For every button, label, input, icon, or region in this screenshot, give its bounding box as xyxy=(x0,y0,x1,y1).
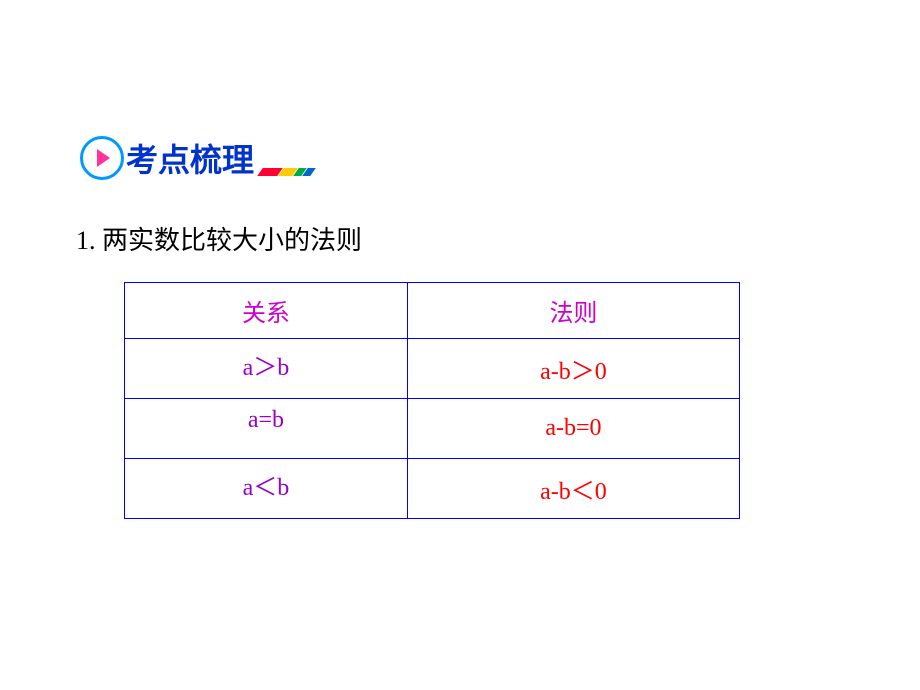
section-number: 1. xyxy=(76,226,96,255)
badge-circle xyxy=(80,136,124,180)
table-header-row: 关系 法则 xyxy=(125,283,740,339)
header-title: 考点梳理 xyxy=(126,135,254,181)
cell-rule: a-b=0 xyxy=(407,399,739,459)
arrow-right-icon xyxy=(97,149,110,167)
cell-rule: a-b＜0 xyxy=(407,459,739,519)
cell-relation: a=b xyxy=(125,399,408,459)
table-row: a=b a-b=0 xyxy=(125,399,740,459)
table: 关系 法则 a＞b a-b＞0 a=b a-b=0 a＜b a-b＜0 xyxy=(124,282,740,519)
header-badge: 考点梳理 xyxy=(80,135,314,181)
table-row: a＜b a-b＜0 xyxy=(125,459,740,519)
col-header-rule: 法则 xyxy=(407,283,739,339)
comparison-table: 关系 法则 a＞b a-b＞0 a=b a-b=0 a＜b a-b＜0 xyxy=(124,282,740,519)
decorative-stripes xyxy=(260,168,314,176)
cell-relation: a＞b xyxy=(125,339,408,399)
cell-relation: a＜b xyxy=(125,459,408,519)
cell-rule: a-b＞0 xyxy=(407,339,739,399)
section-text: 两实数比较大小的法则 xyxy=(102,226,362,255)
table-row: a＞b a-b＞0 xyxy=(125,339,740,399)
section-title: 1. 两实数比较大小的法则 xyxy=(76,220,362,257)
col-header-relation: 关系 xyxy=(125,283,408,339)
